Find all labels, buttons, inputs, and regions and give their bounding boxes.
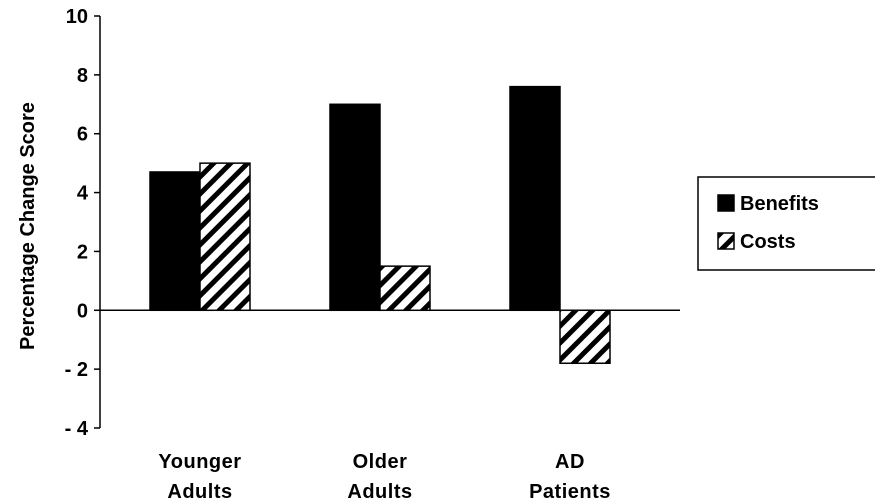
x-category-label: Younger — [158, 451, 241, 473]
plot-area: 10 8 6 4 2 0 - 2 - 4 Younger Adults Older Adults AD P… — [65, 6, 680, 503]
costs-bar — [559, 309, 611, 365]
x-category-label: Adults — [167, 481, 232, 503]
x-category-label: Older — [353, 451, 408, 473]
legend: Benefits Costs — [697, 176, 875, 271]
y-tick-label: - 4 — [65, 418, 89, 440]
y-tick-label: 10 — [66, 6, 88, 28]
y-axis-title: Percentage Change Score — [17, 102, 39, 350]
x-category-label: Patients — [529, 481, 611, 503]
legend-swatch-costs — [717, 232, 735, 250]
legend-swatch-benefits — [717, 194, 735, 212]
legend-box — [697, 176, 875, 271]
costs-bar — [379, 265, 431, 312]
y-tick-label: 2 — [77, 241, 88, 263]
legend-label-costs: Costs — [740, 231, 796, 253]
y-tick-label: 6 — [77, 124, 88, 146]
x-category-label: AD — [555, 451, 585, 473]
costs-bar — [199, 162, 251, 312]
benefits-bar — [509, 85, 561, 312]
legend-label-benefits: Benefits — [740, 193, 819, 215]
y-tick-label: 4 — [77, 183, 89, 205]
y-tick-label: 0 — [77, 300, 88, 322]
benefits-bar — [329, 103, 381, 312]
benefits-bar — [149, 171, 201, 312]
y-tick-label: - 2 — [65, 359, 88, 381]
x-category-label: Adults — [347, 481, 412, 503]
y-tick-label: 8 — [77, 65, 88, 87]
